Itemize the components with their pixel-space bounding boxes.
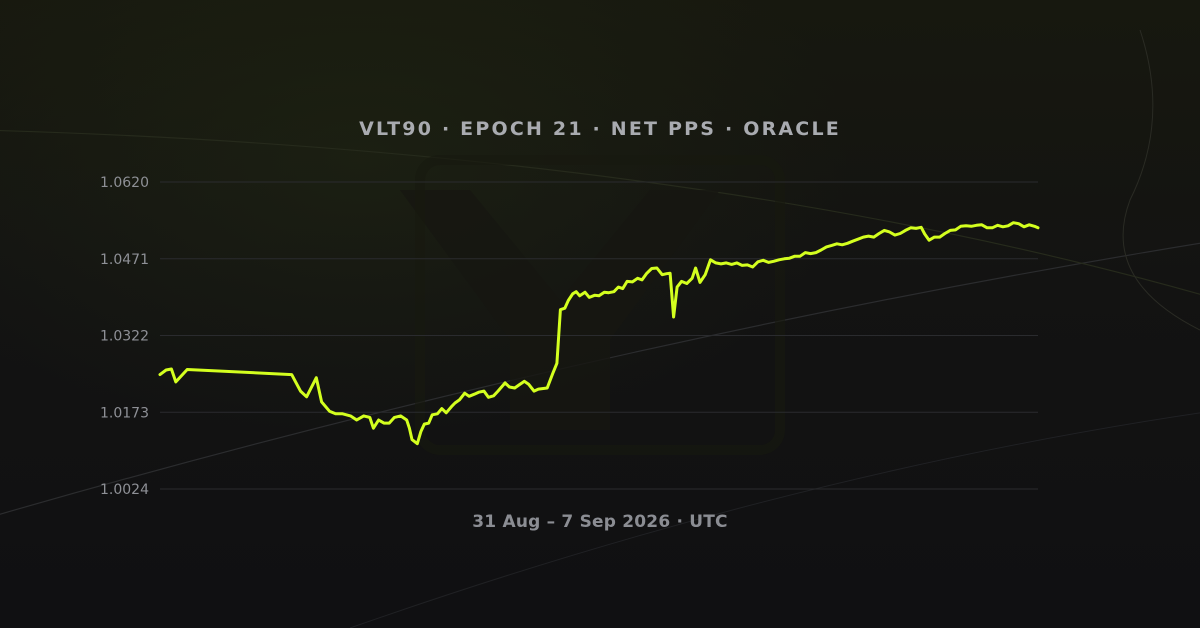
y-tick-label-4: 1.0620 — [100, 175, 149, 191]
y-tick-label-1: 1.0173 — [100, 405, 149, 421]
watermark-logo-frame — [415, 155, 785, 455]
series-line-0 — [158, 221, 1040, 446]
series-layer — [158, 221, 1040, 446]
chart-date-range: 31 Aug – 7 Sep 2026 · UTC — [472, 512, 728, 532]
chart-title: VLT90 · EPOCH 21 · NET PPS · ORACLE — [359, 118, 841, 140]
decor-curve-right — [1122, 29, 1200, 331]
grid-layer — [160, 181, 1038, 490]
y-tick-label-2: 1.0322 — [100, 329, 149, 345]
y-tick-label-0: 1.0024 — [100, 482, 149, 498]
y-tick-label-3: 1.0471 — [100, 252, 149, 268]
y-axis: 1.0024 1.0173 1.0322 1.0471 1.0620 — [100, 175, 149, 498]
decor-curve-lower — [349, 412, 1200, 628]
